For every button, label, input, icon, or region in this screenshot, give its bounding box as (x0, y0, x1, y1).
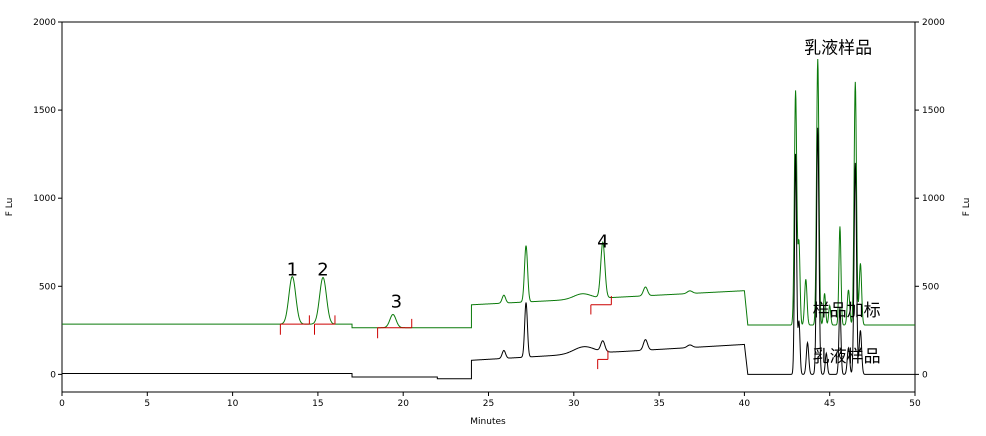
x-axis: 0 5 10 15 20 25 30 35 40 45 50 (59, 392, 921, 409)
integration-marks (279, 295, 612, 370)
x-tick-label-5: 25 (483, 399, 494, 409)
x-axis-label: Minutes (470, 417, 506, 427)
x-tick-label-8: 40 (739, 399, 751, 409)
trace-spiked (62, 58, 915, 329)
y-tick-label-left-4: 2000 (33, 18, 56, 28)
y-axis-label-right: F Lu (962, 198, 972, 217)
x-tick-label-3: 15 (312, 399, 323, 409)
y-tick-label-left-0: 0 (50, 370, 56, 380)
y-axis-right: 0 500 1000 1500 2000 (915, 18, 945, 380)
x-tick-label-10: 50 (909, 399, 921, 409)
peak-label-3: 3 (391, 291, 402, 312)
y-tick-label-left-1: 500 (39, 282, 56, 292)
y-axis-label-left: F Lu (5, 198, 15, 217)
x-tick-label-1: 5 (144, 399, 150, 409)
x-tick-label-4: 20 (397, 399, 409, 409)
trace-label-2: 乳液样品 (813, 347, 881, 367)
y-tick-label-right-4: 2000 (922, 18, 945, 28)
peak-label-2: 2 (317, 260, 328, 281)
x-tick-label-7: 35 (653, 399, 664, 409)
trace-label-0: 乳液样品 (804, 39, 872, 59)
plot-frame (61, 21, 916, 393)
trace-sample (62, 127, 915, 380)
traces (62, 58, 915, 380)
y-tick-label-left-3: 1500 (33, 106, 56, 116)
trace-label-1: 样品加标 (813, 301, 881, 321)
y-tick-label-right-0: 0 (922, 370, 928, 380)
peak-label-1: 1 (287, 260, 298, 281)
y-tick-label-right-2: 1000 (922, 194, 945, 204)
x-tick-label-9: 45 (824, 399, 835, 409)
y-tick-label-right-3: 1500 (922, 106, 945, 116)
x-tick-label-2: 10 (227, 399, 239, 409)
peak-label-4: 4 (597, 232, 608, 253)
x-tick-label-0: 0 (59, 399, 65, 409)
peak-labels: 1 2 3 4 (287, 232, 609, 313)
y-axis-left: 0 500 1000 1500 2000 (33, 18, 62, 380)
y-tick-label-right-1: 500 (922, 282, 939, 292)
y-tick-label-left-2: 1000 (33, 194, 56, 204)
x-tick-label-6: 30 (568, 399, 580, 409)
